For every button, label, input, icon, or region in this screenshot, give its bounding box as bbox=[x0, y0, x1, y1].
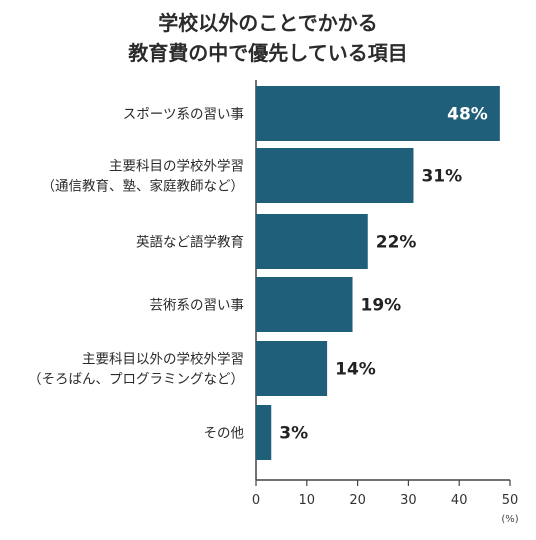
bar-3 bbox=[256, 277, 353, 332]
category-label-4-0: 主要科目以外の学校外学習 bbox=[82, 351, 244, 368]
x-tick-label-0: 0 bbox=[252, 493, 260, 508]
bar-0 bbox=[256, 86, 500, 141]
x-tick-label-4: 40 bbox=[451, 493, 468, 508]
x-tick-label-2: 20 bbox=[349, 493, 366, 508]
x-tick-label-3: 30 bbox=[400, 493, 417, 508]
value-label-5: 3% bbox=[279, 424, 308, 444]
category-label-5-0: その他 bbox=[204, 426, 245, 442]
category-label-4-1: （そろばん、プログラミングなど） bbox=[28, 372, 244, 388]
value-label-2: 22% bbox=[376, 233, 417, 253]
category-label-1-1: （通信教育、塾、家庭教師など） bbox=[42, 178, 245, 195]
bar-5 bbox=[256, 405, 272, 460]
category-label-2-0: 英語など語学教育 bbox=[136, 234, 244, 251]
value-label-0: 48% bbox=[447, 105, 488, 125]
chart-title-line-1: 学校以外のことでかかる bbox=[158, 11, 378, 35]
x-tick-label-5: 50 bbox=[502, 493, 519, 508]
x-tick-label-1: 10 bbox=[299, 493, 316, 508]
value-label-3: 19% bbox=[361, 296, 402, 316]
chart-title-line-2: 教育費の中で優先している項目 bbox=[128, 41, 408, 65]
category-label-1-0: 主要科目の学校外学習 bbox=[109, 158, 244, 175]
x-unit-label: (%) bbox=[501, 514, 518, 525]
value-label-1: 31% bbox=[421, 167, 462, 187]
bar-1 bbox=[256, 148, 414, 203]
value-label-4: 14% bbox=[335, 360, 376, 380]
chart-title: 学校以外のことでかかる 教育費の中で優先している項目 bbox=[0, 8, 536, 68]
category-label-3-0: 芸術系の習い事 bbox=[150, 298, 245, 314]
category-label-0-0: スポーツ系の習い事 bbox=[123, 107, 244, 123]
bar-4 bbox=[256, 341, 328, 396]
bar-2 bbox=[256, 214, 368, 269]
